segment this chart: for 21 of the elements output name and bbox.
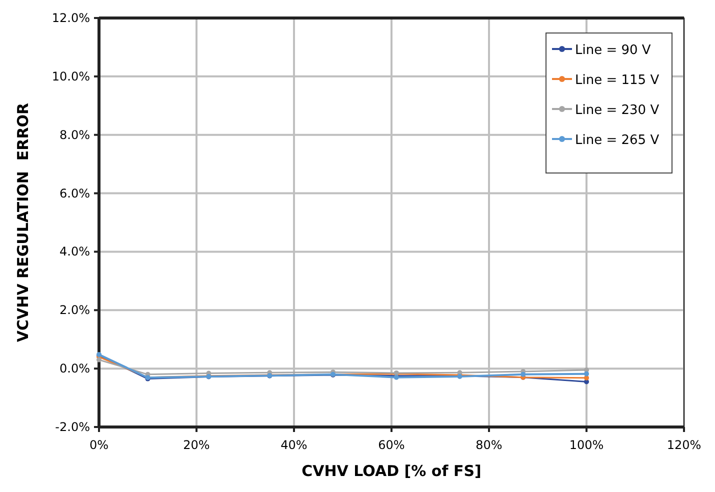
legend-label: Line = 90 V bbox=[575, 43, 651, 58]
x-tick-label: 100% bbox=[569, 438, 604, 452]
x-tick-label: 120% bbox=[666, 438, 702, 452]
x-tick-label: 20% bbox=[183, 438, 210, 452]
x-tick-label: 40% bbox=[280, 438, 308, 452]
y-tick-label: 2.0% bbox=[60, 303, 90, 318]
y-tick-label: -2.0% bbox=[55, 420, 90, 434]
y-axis-title: VCVHV REGULATION ERROR bbox=[14, 102, 32, 342]
y-tick-label: 6.0% bbox=[60, 186, 90, 200]
legend-label: Line = 265 V bbox=[575, 133, 660, 148]
x-tick-label: 60% bbox=[378, 438, 405, 452]
y-tick-label: 4.0% bbox=[60, 244, 90, 259]
legend-label: Line = 115 V bbox=[575, 73, 660, 88]
y-tick-label: 12.0% bbox=[52, 11, 90, 25]
x-tick-label: 0% bbox=[89, 438, 109, 452]
x-axis-title: CVHV LOAD [% of FS] bbox=[302, 462, 482, 480]
y-tick-label: 0.0% bbox=[60, 362, 90, 376]
y-tick-label: 10.0% bbox=[52, 69, 90, 84]
legend-label: Line = 230 V bbox=[575, 103, 660, 118]
x-tick-label: 80% bbox=[476, 438, 502, 452]
y-tick-label: 8.0% bbox=[60, 128, 90, 142]
